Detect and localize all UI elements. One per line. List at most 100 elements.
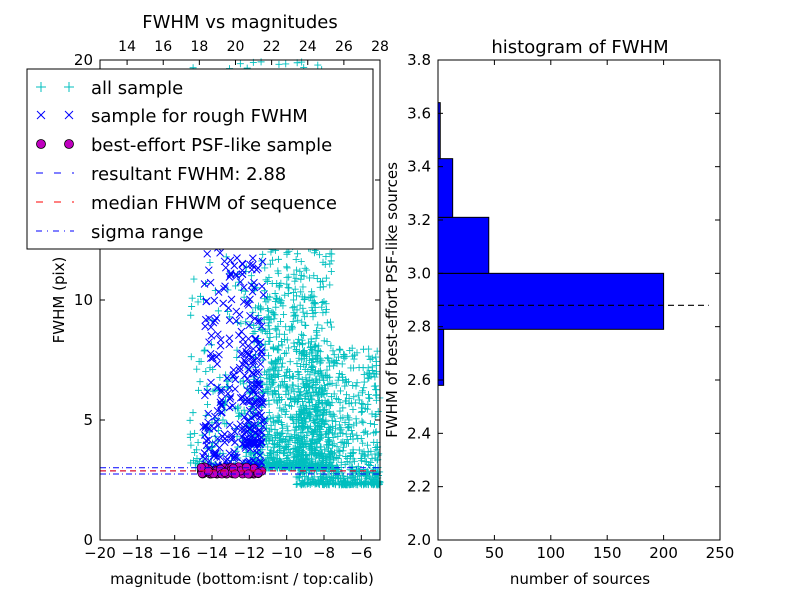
- plus-point: [306, 371, 314, 379]
- plus-point: [283, 446, 291, 454]
- plus-point: [292, 473, 300, 481]
- plus-point: [256, 304, 264, 312]
- plus-point: [263, 375, 271, 383]
- plus-marker-icon: [36, 82, 74, 92]
- x-point: [256, 398, 264, 407]
- x-point: [215, 350, 223, 359]
- plus-point: [270, 378, 278, 386]
- plus-point: [292, 424, 300, 432]
- plus-point: [350, 421, 358, 429]
- plus-point: [258, 389, 266, 397]
- plus-point: [341, 439, 349, 447]
- plus-point: [306, 399, 314, 407]
- plus-point: [293, 292, 301, 300]
- plus-point: [264, 430, 272, 438]
- plus-point: [319, 283, 327, 291]
- plus-point: [316, 411, 324, 419]
- x-point: [256, 338, 265, 347]
- plus-point: [300, 402, 308, 410]
- plus-point: [309, 384, 317, 392]
- plus-point: [314, 389, 322, 397]
- plus-point: [263, 329, 271, 337]
- plus-point: [242, 318, 250, 326]
- plus-point: [369, 476, 377, 484]
- plus-point: [276, 295, 284, 303]
- plus-point: [187, 353, 195, 361]
- x-point: [232, 270, 240, 279]
- y-tick-label: 5: [83, 411, 93, 429]
- plus-point: [284, 284, 292, 292]
- x-point: [241, 437, 250, 446]
- x-point: [252, 376, 261, 384]
- plus-point: [342, 430, 350, 438]
- plus-point: [318, 390, 326, 398]
- plus-point: [363, 405, 371, 413]
- y-tick-label: 2.0: [407, 531, 431, 549]
- plus-point: [335, 373, 343, 381]
- x-point: [238, 349, 246, 358]
- plus-point: [294, 385, 302, 393]
- plus-point: [327, 323, 335, 331]
- x-point: [253, 403, 262, 412]
- plus-point: [347, 433, 355, 441]
- x-point: [230, 447, 238, 456]
- plus-point: [328, 462, 336, 470]
- plus-point: [328, 250, 336, 258]
- plus-point: [302, 455, 310, 463]
- y-tick-label: 0: [83, 531, 93, 549]
- plus-point: [330, 440, 338, 448]
- plus-point: [283, 280, 291, 288]
- plus-point: [303, 310, 311, 318]
- plus-point: [274, 255, 282, 263]
- x-point: [210, 451, 219, 460]
- x-point: [236, 394, 245, 402]
- plus-point: [351, 351, 359, 359]
- plus-point: [281, 291, 289, 299]
- plus-point: [203, 382, 211, 390]
- x-point: [248, 287, 257, 296]
- plus-point: [301, 264, 309, 272]
- plus-point: [370, 382, 378, 390]
- x-point: [209, 318, 218, 327]
- x-point: [206, 349, 215, 358]
- x-point: [256, 317, 264, 325]
- plus-point: [284, 427, 292, 435]
- plus-point: [342, 397, 350, 405]
- x-point: [244, 440, 253, 448]
- plus-point: [288, 381, 296, 389]
- y-tick-label: 3.6: [407, 104, 431, 122]
- plus-point: [267, 415, 275, 423]
- plus-point: [263, 452, 271, 460]
- plus-point: [296, 403, 304, 411]
- plus-point: [273, 448, 281, 456]
- plus-point: [358, 387, 366, 395]
- x-point: [256, 457, 265, 466]
- plus-point: [349, 446, 357, 454]
- legend-entry-psf-like: best-effort PSF-like sample: [36, 135, 332, 156]
- plus-point: [357, 454, 365, 462]
- x-point: [244, 365, 253, 374]
- plus-point: [186, 416, 194, 424]
- plus-point: [332, 453, 340, 461]
- plus-point: [290, 420, 298, 428]
- plus-point: [319, 258, 327, 266]
- x-point: [249, 345, 258, 353]
- x-tick-label: −18: [122, 544, 154, 562]
- plus-point: [242, 448, 250, 456]
- plus-point: [349, 455, 357, 463]
- plus-point: [278, 407, 286, 415]
- x-point: [207, 378, 215, 387]
- x-point: [233, 423, 241, 432]
- x-point: [245, 321, 253, 330]
- plus-point: [297, 350, 305, 358]
- plus-point: [349, 471, 357, 479]
- plus-point: [296, 411, 304, 419]
- x-point: [201, 421, 210, 430]
- x-tick-label: 100: [536, 544, 565, 562]
- plus-point: [264, 304, 272, 312]
- plus-point: [320, 298, 328, 306]
- x-point: [200, 280, 209, 288]
- x-point: [249, 438, 258, 447]
- plus-point: [331, 449, 339, 457]
- plus-point: [282, 390, 290, 398]
